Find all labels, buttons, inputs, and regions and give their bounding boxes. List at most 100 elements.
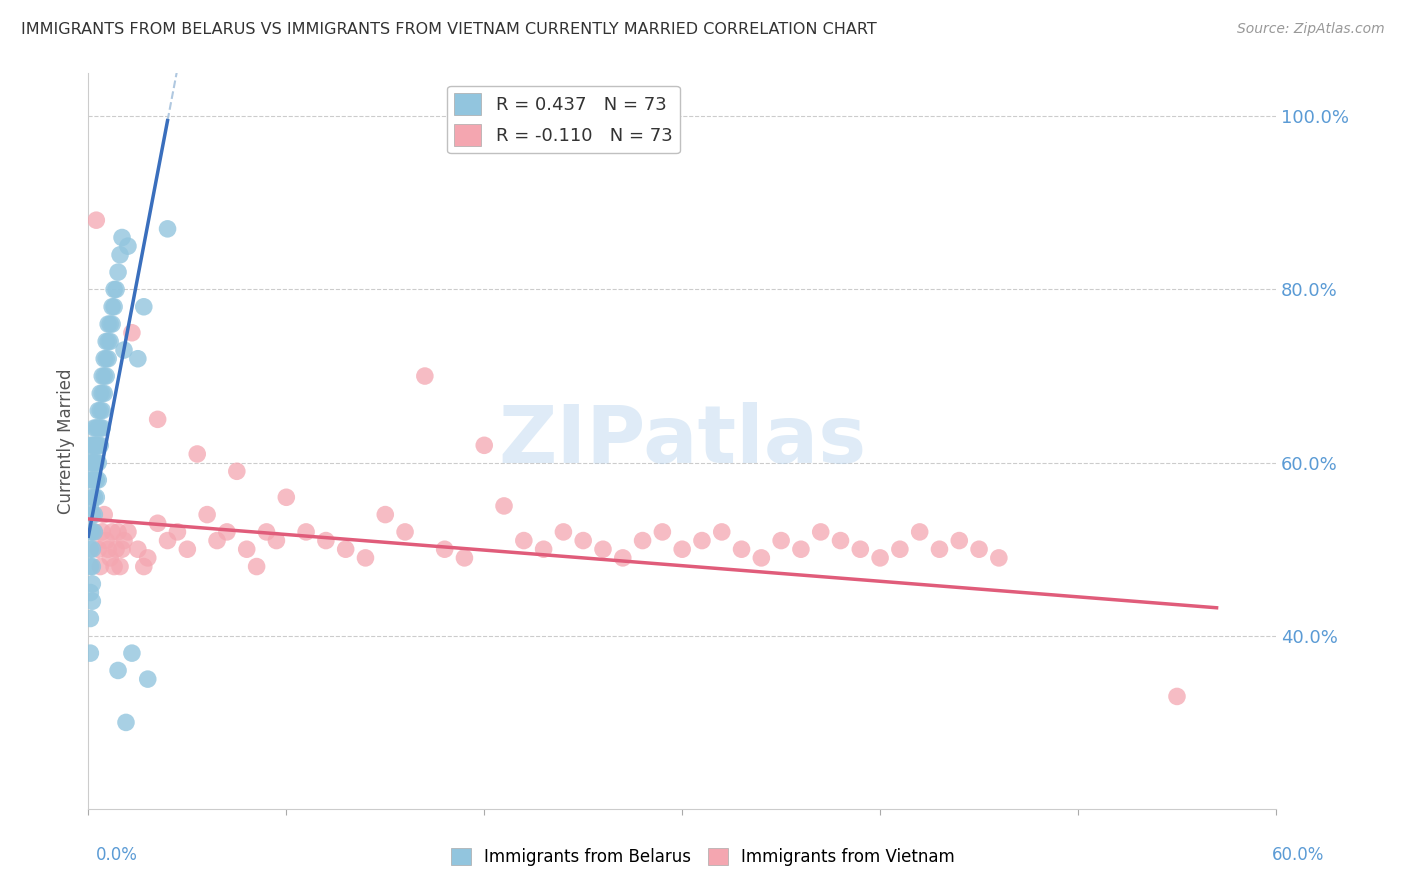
Point [195, 508, 218, 522]
Point [98, 550, 121, 565]
Point [335, 542, 357, 557]
Point [948, 533, 970, 548]
Point [87, 456, 110, 470]
Point [91, 386, 114, 401]
Point [513, 533, 536, 548]
Point [83, 438, 105, 452]
Point [103, 283, 125, 297]
Point [553, 524, 575, 539]
Point [928, 542, 950, 557]
Point [105, 542, 128, 557]
Point [987, 550, 1010, 565]
Point [136, 672, 159, 686]
Point [96, 334, 118, 349]
Point [84, 490, 107, 504]
Point [156, 222, 179, 236]
Point [82, 559, 104, 574]
Point [810, 524, 832, 539]
Point [82, 508, 104, 522]
Point [89, 386, 111, 401]
Point [79, 611, 101, 625]
Point [472, 438, 495, 452]
Point [101, 317, 124, 331]
Point [394, 524, 416, 539]
Point [87, 542, 110, 557]
Point [266, 533, 288, 548]
Point [612, 550, 634, 565]
Point [101, 524, 124, 539]
Point [82, 542, 104, 557]
Point [830, 533, 852, 548]
Point [84, 438, 107, 452]
Point [121, 326, 143, 340]
Point [374, 508, 396, 522]
Point [87, 403, 110, 417]
Point [453, 550, 475, 565]
Point [770, 533, 793, 548]
Point [98, 317, 121, 331]
Point [96, 351, 118, 366]
Point [256, 524, 278, 539]
Text: ZIPatlas: ZIPatlas [498, 402, 866, 480]
Point [354, 550, 377, 565]
Point [111, 230, 134, 244]
Point [97, 542, 120, 557]
Point [97, 334, 120, 349]
Point [93, 386, 115, 401]
Point [276, 490, 298, 504]
Point [82, 438, 104, 452]
Point [84, 421, 107, 435]
Legend: R = 0.437   N = 73, R = -0.110   N = 73: R = 0.437 N = 73, R = -0.110 N = 73 [447, 86, 679, 153]
Point [107, 265, 129, 279]
Point [101, 300, 124, 314]
Point [572, 533, 595, 548]
Point [89, 559, 111, 574]
Point [82, 456, 104, 470]
Point [166, 524, 188, 539]
Point [710, 524, 733, 539]
Point [79, 499, 101, 513]
Point [671, 542, 693, 557]
Point [492, 499, 515, 513]
Point [117, 524, 139, 539]
Text: 0.0%: 0.0% [96, 846, 138, 863]
Point [112, 343, 135, 357]
Point [967, 542, 990, 557]
Point [146, 516, 169, 531]
Point [83, 524, 105, 539]
Point [235, 542, 257, 557]
Point [84, 213, 107, 227]
Point [91, 403, 114, 417]
Point [79, 456, 101, 470]
Point [651, 524, 673, 539]
Point [533, 542, 555, 557]
Point [107, 664, 129, 678]
Point [105, 283, 128, 297]
Point [82, 490, 104, 504]
Point [91, 524, 114, 539]
Point [82, 473, 104, 487]
Point [79, 524, 101, 539]
Point [97, 351, 120, 366]
Point [295, 524, 318, 539]
Legend: Immigrants from Belarus, Immigrants from Vietnam: Immigrants from Belarus, Immigrants from… [444, 841, 962, 873]
Point [91, 421, 114, 435]
Point [146, 412, 169, 426]
Point [849, 542, 872, 557]
Point [96, 369, 118, 384]
Point [103, 300, 125, 314]
Point [89, 421, 111, 435]
Y-axis label: Currently Married: Currently Married [58, 368, 75, 514]
Point [186, 447, 208, 461]
Point [93, 351, 115, 366]
Point [111, 542, 134, 557]
Point [87, 473, 110, 487]
Point [433, 542, 456, 557]
Point [869, 550, 891, 565]
Point [246, 559, 269, 574]
Point [156, 533, 179, 548]
Point [132, 300, 155, 314]
Point [107, 524, 129, 539]
Point [121, 646, 143, 660]
Point [93, 508, 115, 522]
